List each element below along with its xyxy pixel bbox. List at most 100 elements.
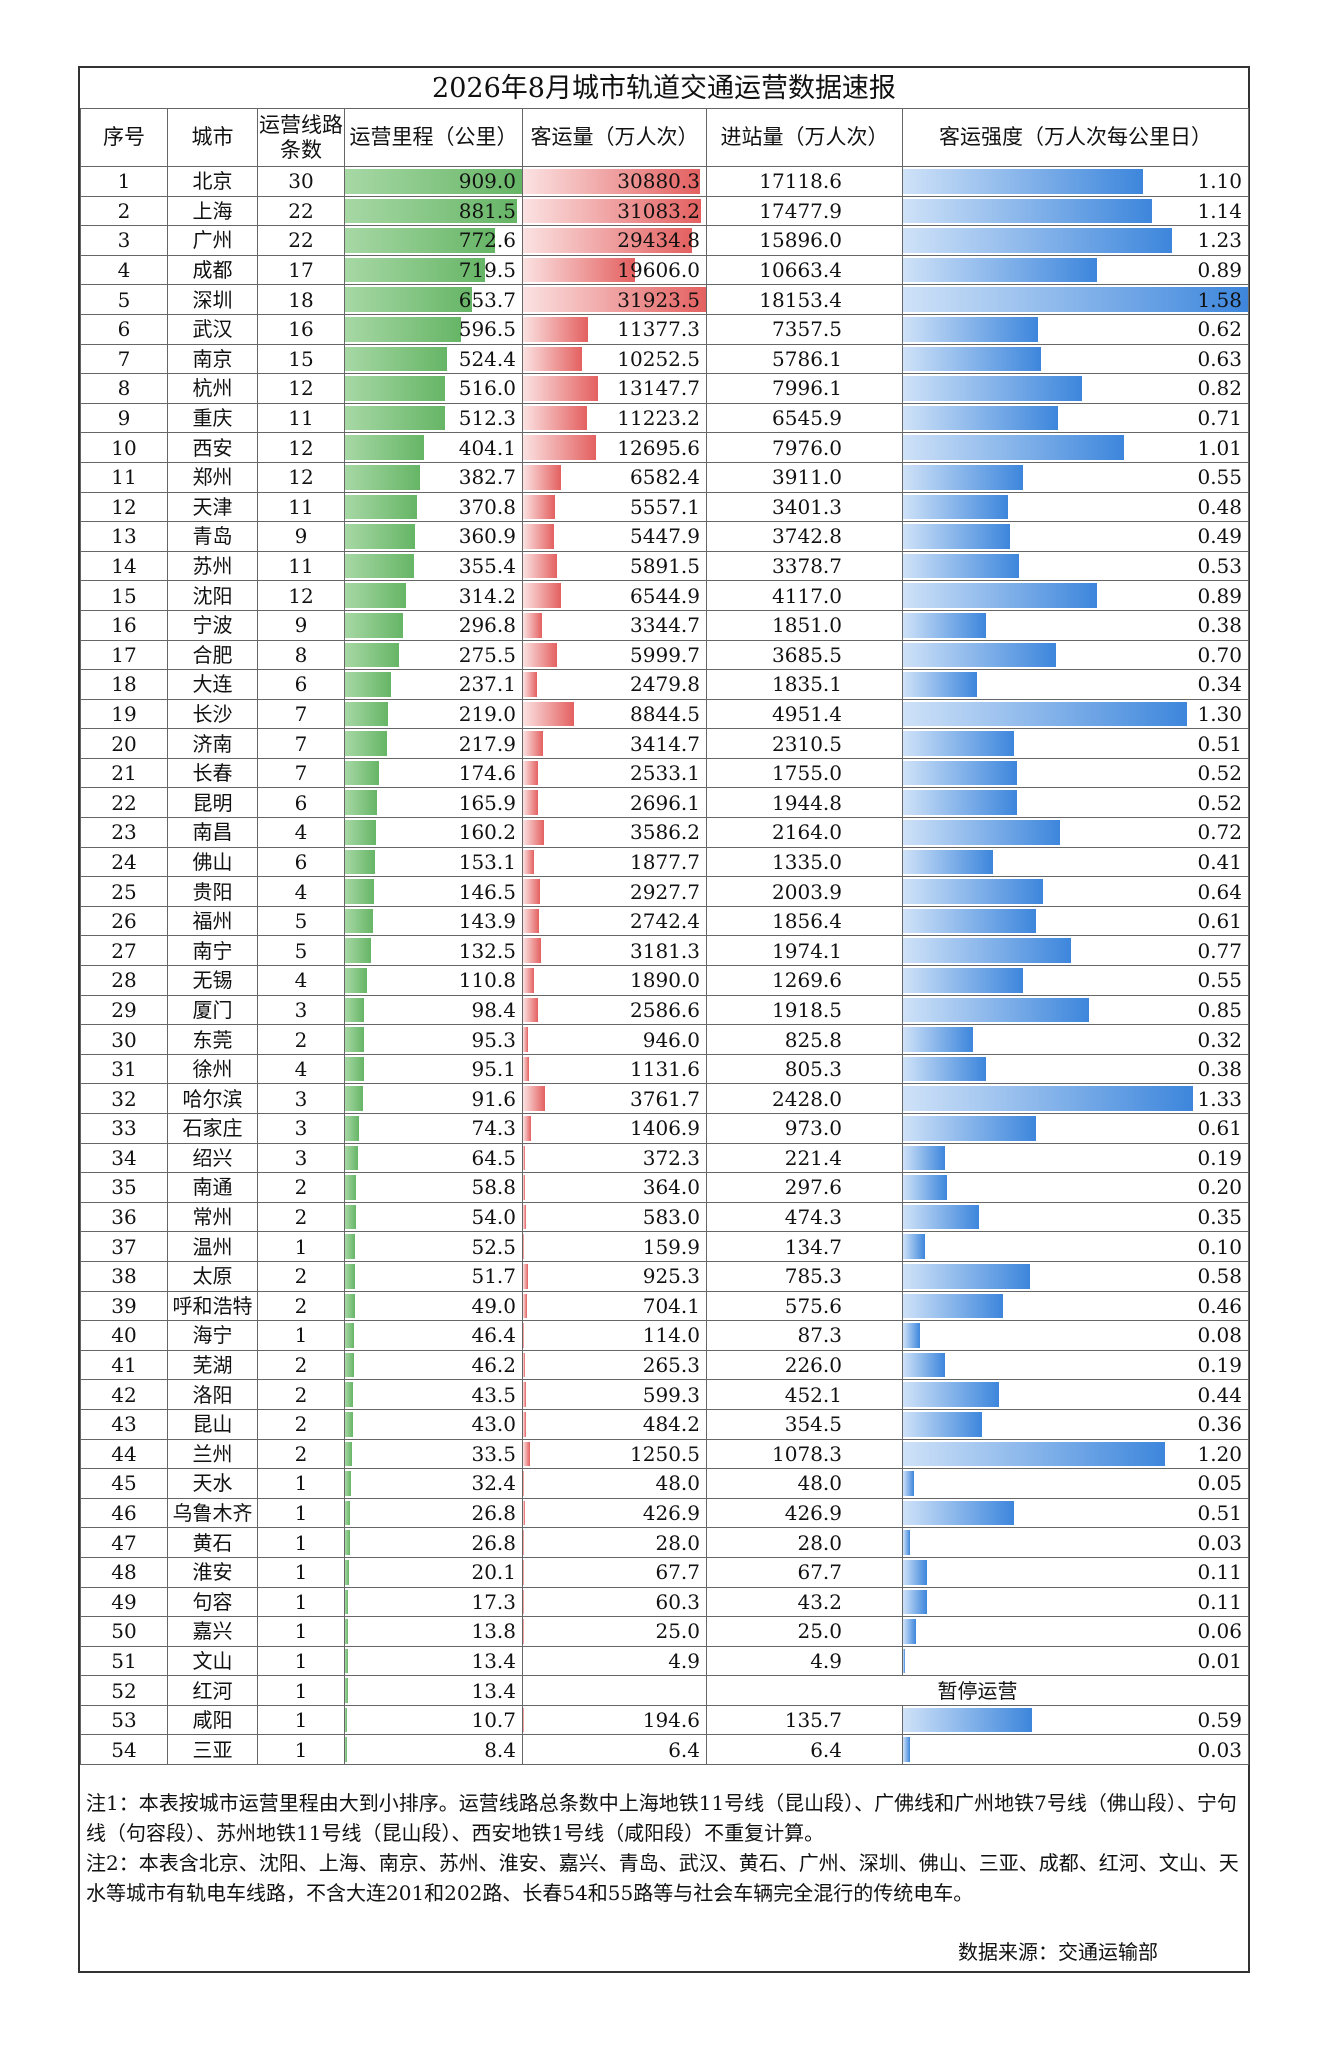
- entries-cell: 4117.0: [706, 580, 903, 611]
- ridership-cell-bar: [523, 1352, 525, 1378]
- intensity-cell-bar: [903, 1589, 927, 1615]
- table-row: 54 三亚 1 8.4 6.4 6.4 0.03: [80, 1734, 1249, 1766]
- intensity-cell: 1.01: [902, 432, 1249, 463]
- intensity-cell-bar: [903, 346, 1041, 372]
- mileage-cell-bar: [345, 672, 392, 697]
- intensity-cell-bar: [903, 1175, 947, 1200]
- intensity-cell-value: 1.23: [1197, 228, 1242, 253]
- city-cell: 无锡: [167, 965, 258, 996]
- city-cell: 北京: [167, 166, 258, 197]
- intensity-cell: 0.62: [902, 313, 1249, 345]
- ridership-cell: 599.3: [522, 1379, 707, 1410]
- city-cell: 宁波: [167, 609, 258, 641]
- intensity-cell: 0.51: [902, 728, 1249, 759]
- entries-cell: 1974.1: [706, 935, 903, 967]
- lines-cell: 3: [257, 1083, 345, 1114]
- ridership-cell-value: 67.7: [655, 1560, 700, 1585]
- ridership-cell: 6544.9: [522, 580, 707, 611]
- entries-cell: 1856.4: [706, 905, 903, 937]
- table-row: 25 贵阳 4 146.5 2927.7 2003.9 0.64: [80, 876, 1249, 907]
- entries-cell: 426.9: [706, 1497, 903, 1529]
- intensity-cell-value: 0.32: [1197, 1027, 1242, 1052]
- mileage-cell: 49.0: [344, 1290, 523, 1322]
- entries-cell: 7976.0: [706, 432, 903, 463]
- lines-cell: 1: [257, 1616, 345, 1647]
- mileage-cell-bar: [345, 997, 365, 1023]
- header-ridership: 客运量（万人次）: [522, 108, 707, 167]
- note-1: 注1：本表按城市运营里程由大到小排序。运营线路总条数中上海地铁11号线（昆山段）…: [86, 1791, 1237, 1845]
- mileage-cell: 43.0: [344, 1408, 523, 1440]
- ridership-cell: 48.0: [522, 1468, 707, 1499]
- intensity-cell-bar: [903, 1204, 980, 1230]
- table-row: 29 厦门 3 98.4 2586.6 1918.5 0.85: [80, 994, 1249, 1026]
- intensity-cell: 0.72: [902, 817, 1249, 848]
- intensity-cell-value: 0.61: [1197, 909, 1242, 934]
- rank-cell: 52: [80, 1675, 168, 1706]
- header-entries: 进站量（万人次）: [706, 108, 903, 167]
- ridership-cell-bar: [523, 820, 544, 845]
- mileage-cell: 404.1: [344, 432, 523, 463]
- ridership-cell: 1890.0: [522, 965, 707, 996]
- rank-cell: 14: [80, 550, 168, 582]
- mileage-cell-bar: [345, 198, 517, 224]
- ridership-cell: 5447.9: [522, 521, 707, 552]
- ridership-cell: 2742.4: [522, 905, 707, 937]
- lines-cell: 22: [257, 195, 345, 227]
- lines-cell: 7: [257, 728, 345, 759]
- intensity-cell-bar: [903, 524, 1010, 549]
- intensity-cell-value: 0.55: [1197, 465, 1242, 490]
- ridership-cell: 6.4: [522, 1734, 707, 1766]
- ridership-cell: 1131.6: [522, 1053, 707, 1085]
- intensity-cell-value: 1.33: [1197, 1086, 1242, 1111]
- intensity-cell-bar: [903, 1559, 927, 1585]
- intensity-cell: 0.35: [902, 1201, 1249, 1233]
- mileage-cell-value: 8.4: [484, 1737, 516, 1762]
- mileage-cell: 382.7: [344, 461, 523, 493]
- ridership-cell-value: 5447.9: [630, 524, 700, 549]
- intensity-cell-bar: [903, 169, 1144, 194]
- intensity-cell: 0.89: [902, 580, 1249, 611]
- intensity-cell-value: 0.44: [1197, 1382, 1242, 1407]
- ridership-cell: 8844.5: [522, 698, 707, 730]
- intensity-cell-value: 1.58: [1197, 287, 1242, 312]
- mileage-cell-bar: [345, 1145, 358, 1171]
- city-cell: 哈尔滨: [167, 1083, 258, 1114]
- ridership-cell: 364.0: [522, 1172, 707, 1203]
- table-row: 8 杭州 12 516.0 13147.7 7996.1 0.82: [80, 373, 1249, 404]
- mileage-cell-value: 33.5: [471, 1441, 516, 1466]
- mileage-cell-bar: [345, 435, 424, 460]
- mileage-cell: 13.8: [344, 1616, 523, 1647]
- mileage-cell-value: 296.8: [458, 613, 516, 638]
- lines-cell: 22: [257, 225, 345, 256]
- ridership-cell-bar: [523, 1116, 532, 1141]
- header-city: 城市: [167, 108, 258, 167]
- city-cell: 广州: [167, 225, 258, 256]
- city-cell: 咸阳: [167, 1704, 258, 1736]
- lines-cell: 2: [257, 1172, 345, 1203]
- city-cell: 海宁: [167, 1320, 258, 1351]
- mileage-cell: 524.4: [344, 343, 523, 375]
- intensity-cell-bar: [903, 1707, 1032, 1733]
- rank-cell: 6: [80, 313, 168, 345]
- intensity-cell-value: 0.11: [1197, 1589, 1242, 1614]
- city-cell: 三亚: [167, 1734, 258, 1766]
- mileage-cell-value: 10.7: [471, 1708, 516, 1733]
- ridership-cell-bar: [523, 316, 589, 342]
- mileage-cell-bar: [345, 1027, 364, 1052]
- table-row: 53 咸阳 1 10.7 194.6 135.7 0.59: [80, 1704, 1249, 1736]
- notes: 注1：本表按城市运营里程由大到小排序。运营线路总条数中上海地铁11号线（昆山段）…: [86, 1788, 1246, 1908]
- table-row: 24 佛山 6 153.1 1877.7 1335.0 0.41: [80, 846, 1249, 878]
- mileage-cell-value: 143.9: [458, 909, 516, 934]
- city-cell: 厦门: [167, 994, 258, 1026]
- mileage-cell-bar: [345, 701, 388, 727]
- mileage-cell-value: 132.5: [458, 938, 516, 963]
- rank-cell: 38: [80, 1260, 168, 1292]
- mileage-cell-bar: [345, 1441, 352, 1467]
- ridership-cell-value: 2927.7: [630, 879, 700, 904]
- entries-cell: 7357.5: [706, 313, 903, 345]
- mileage-cell-value: 382.7: [458, 465, 516, 490]
- city-cell: 西安: [167, 432, 258, 463]
- entries-cell: 2164.0: [706, 817, 903, 848]
- ridership-cell: 194.6: [522, 1704, 707, 1736]
- ridership-cell-value: 5999.7: [630, 642, 700, 667]
